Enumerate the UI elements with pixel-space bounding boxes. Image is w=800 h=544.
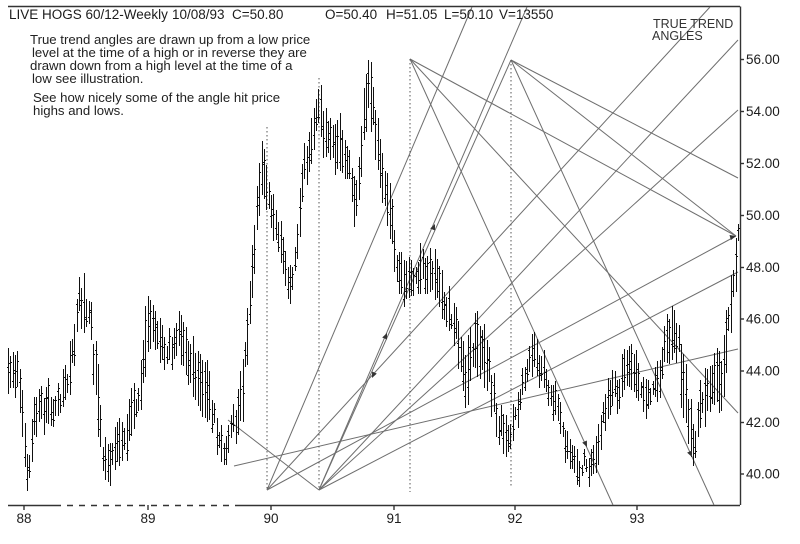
svg-text:drawn down from a high level a: drawn down from a high level at the time… — [30, 58, 293, 73]
svg-text:90: 90 — [263, 511, 278, 526]
svg-text:LIVE HOGS 60/12-Weekly: LIVE HOGS 60/12-Weekly — [9, 7, 168, 22]
svg-text:48.00: 48.00 — [746, 260, 780, 275]
svg-text:O=50.40: O=50.40 — [325, 7, 377, 22]
svg-text:46.00: 46.00 — [746, 312, 780, 327]
svg-text:low see illustration.: low see illustration. — [32, 71, 143, 86]
svg-text:True trend angles are drawn up: True trend angles are drawn up from a lo… — [30, 32, 310, 47]
svg-text:92: 92 — [507, 511, 522, 526]
svg-text:93: 93 — [629, 511, 644, 526]
svg-text:88: 88 — [16, 511, 31, 526]
svg-text:89: 89 — [140, 511, 155, 526]
svg-text:42.00: 42.00 — [746, 415, 780, 430]
svg-text:L=50.10: L=50.10 — [444, 7, 493, 22]
svg-text:ANGLES: ANGLES — [652, 29, 703, 43]
svg-text:level at the time of a high or: level at the time of a high or in revers… — [32, 45, 307, 60]
svg-text:91: 91 — [386, 511, 401, 526]
svg-text:50.00: 50.00 — [746, 208, 780, 223]
svg-text:V=13550: V=13550 — [499, 7, 553, 22]
svg-text:H=51.05: H=51.05 — [386, 7, 437, 22]
svg-text:44.00: 44.00 — [746, 364, 780, 379]
svg-text:10/08/93: 10/08/93 — [172, 7, 225, 22]
svg-text:highs and lows.: highs and lows. — [33, 103, 124, 118]
svg-text:TRUE TREND: TRUE TREND — [653, 17, 733, 31]
svg-text:See how nicely some of the ang: See how nicely some of the angle hit pri… — [33, 90, 280, 105]
svg-text:40.00: 40.00 — [746, 467, 780, 482]
svg-text:54.00: 54.00 — [746, 104, 780, 119]
svg-text:C=50.80: C=50.80 — [232, 7, 283, 22]
svg-text:56.00: 56.00 — [746, 52, 780, 67]
svg-text:52.00: 52.00 — [746, 156, 780, 171]
